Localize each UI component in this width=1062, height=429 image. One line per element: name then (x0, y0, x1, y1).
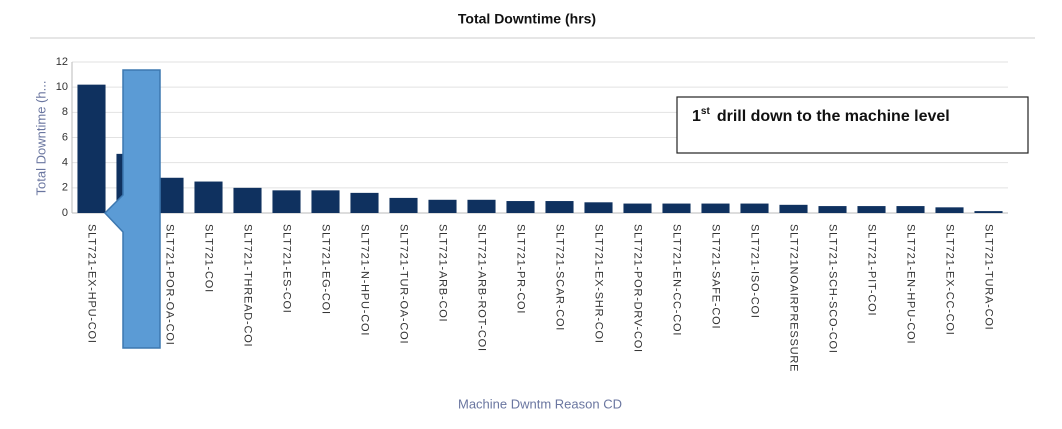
bar (623, 203, 652, 213)
bar (545, 201, 574, 213)
x-tick-label: SLT721-EX-HPU-COI (86, 224, 98, 344)
x-tick-label: SLT721-EX-CC-COI (944, 224, 956, 336)
x-tick-label: SLT721-PR-COI (515, 224, 527, 314)
x-tick-label: SLT721-POR-DRV-COI (632, 224, 644, 353)
x-tick-label: SLT721-ISO-COI (749, 224, 761, 319)
bar (506, 201, 535, 213)
bar (311, 190, 340, 213)
x-tick-label: SLT721-ARB-COI (437, 224, 449, 322)
y-tick-label: 8 (62, 106, 68, 118)
bar (857, 206, 886, 213)
x-tick-label: SLT721-ARB-ROT-COI (476, 224, 488, 352)
bar (740, 203, 769, 213)
x-tick-label: SLT721-PIT-COI (866, 224, 878, 316)
bar (77, 84, 106, 214)
pointer-arrow (103, 69, 161, 349)
x-tick-label: SLT721-THREAD-COI (242, 224, 254, 347)
bar (467, 199, 496, 213)
bar (779, 204, 808, 213)
bar (389, 197, 418, 213)
y-tick-label: 2 (62, 182, 68, 194)
x-tick-label: SLT721-EG-COI (320, 224, 332, 315)
annotation-superscript: st (701, 106, 711, 117)
bar (350, 192, 379, 213)
y-tick-label: 10 (56, 81, 68, 93)
x-tick-label: SLT721-SAFE-COI (710, 224, 722, 329)
x-tick-label: SLT721-SCAR-COI (554, 224, 566, 331)
annotation-number: 1 (692, 108, 701, 125)
bar (935, 207, 964, 213)
x-tick-label: SLT721-TURA-COI (983, 224, 995, 331)
overlay: 1st drill down to the machine level (103, 69, 1029, 349)
bar (896, 206, 925, 213)
y-tick-label: 6 (62, 131, 68, 143)
x-axis-title: Machine Dwntm Reason CD (458, 396, 622, 411)
x-tick-label: SLT721-TUR-OA-COI (398, 224, 410, 344)
x-tick-label: SLT721-ES-COI (281, 224, 293, 314)
bar (194, 181, 223, 213)
bar (662, 203, 691, 213)
x-tick-label: SLT721-EX-SHR-COI (593, 224, 605, 344)
annotation-text: 1st drill down to the machine level (692, 106, 950, 126)
bar (584, 202, 613, 213)
x-tick-label: SLT721-SCH-SCO-COI (827, 224, 839, 354)
x-tick-label: SLT721NOAIRPRESSURE (788, 224, 800, 372)
annotation-body: drill down to the machine level (717, 108, 950, 125)
y-tick-label: 4 (62, 157, 68, 169)
plot-area: 0 2 4 6 8 10 12 SLT721-EX-HPU-COI SLT721-POR-OA-… (56, 56, 1008, 372)
bar (701, 203, 730, 213)
x-tick-label: SLT721-POR-OA-COI (164, 224, 176, 346)
x-tick-label: SLT721-EN-HPU-COI (905, 224, 917, 344)
x-tick-label: SLT721-COI (203, 224, 215, 293)
y-tick-label: 12 (56, 56, 68, 68)
chart-title: Total Downtime (hrs) (458, 11, 596, 27)
y-tick-label: 0 (62, 207, 68, 219)
bar (272, 190, 301, 213)
y-axis-title: Total Downtime (h... (33, 81, 48, 196)
bar (428, 199, 457, 213)
x-tick-label: SLT721-EN-CC-COI (671, 224, 683, 336)
annotation-box (676, 96, 1029, 154)
bar (818, 206, 847, 213)
bar (974, 211, 1003, 213)
bar (233, 187, 262, 213)
x-tick-label: SLT721-N-HPU-COI (359, 224, 371, 336)
